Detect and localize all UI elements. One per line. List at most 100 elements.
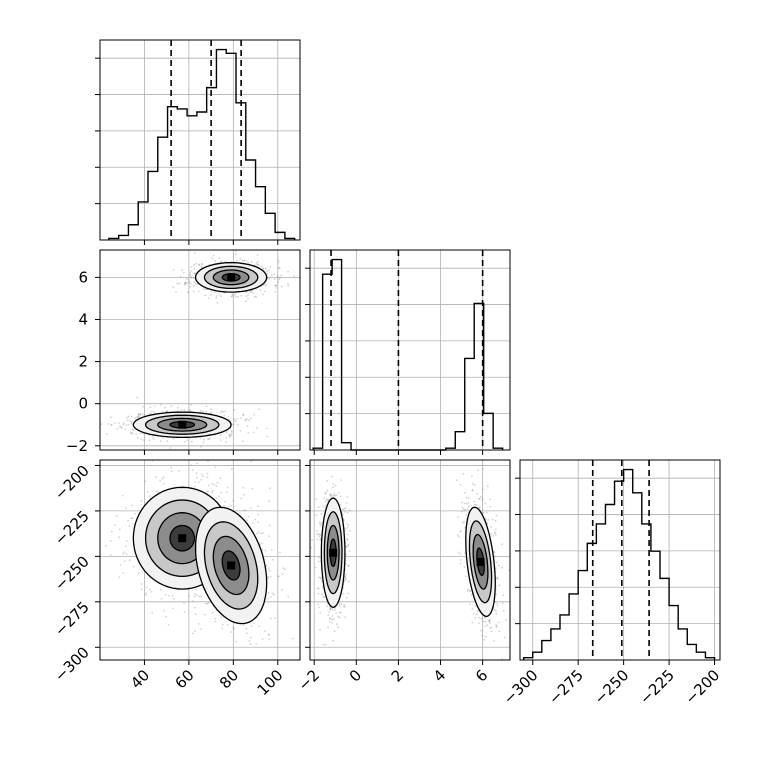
sample-point	[245, 418, 247, 421]
sample-point	[242, 413, 245, 416]
sample-point	[344, 574, 347, 576]
sample-point	[457, 551, 460, 554]
sample-point	[231, 295, 234, 297]
sample-point	[502, 594, 505, 597]
sample-point	[210, 412, 213, 414]
sample-point	[128, 559, 131, 562]
sample-point	[195, 262, 197, 265]
sample-point	[329, 608, 332, 611]
sample-point	[319, 628, 321, 631]
sample-point	[333, 618, 335, 620]
axes-frame	[99, 249, 301, 451]
sample-point	[239, 257, 242, 260]
sample-point	[245, 295, 248, 298]
sample-point	[342, 605, 345, 608]
sample-point	[488, 620, 491, 623]
sample-point	[490, 626, 493, 629]
sample-point	[344, 575, 347, 578]
sample-point	[207, 297, 210, 300]
sample-point	[474, 617, 477, 619]
sample-point	[157, 491, 159, 493]
sample-point	[268, 633, 270, 636]
sample-point	[131, 504, 134, 507]
sample-point	[328, 617, 331, 620]
sample-point	[210, 412, 212, 414]
sample-point	[206, 602, 209, 605]
y-tick-label: −2	[66, 437, 88, 455]
sample-point	[480, 629, 482, 632]
sample-point	[234, 293, 236, 296]
sample-point	[228, 434, 231, 437]
sample-point	[332, 483, 335, 485]
sample-point	[248, 640, 251, 643]
joint-content	[310, 468, 510, 660]
sample-point	[161, 477, 164, 480]
sample-point	[501, 543, 503, 546]
sample-point	[150, 590, 153, 593]
sample-point	[267, 576, 270, 578]
sample-point	[190, 270, 193, 272]
sample-point	[329, 493, 332, 495]
sample-point	[471, 483, 474, 485]
sample-point	[276, 275, 279, 278]
sample-point	[473, 500, 475, 503]
sample-point	[316, 538, 318, 541]
sample-point	[344, 507, 347, 509]
sample-point	[347, 592, 350, 595]
sample-point	[120, 426, 122, 429]
sample-point	[346, 545, 349, 548]
sample-point	[332, 639, 335, 642]
sample-point	[280, 285, 283, 288]
sample-point	[469, 603, 471, 606]
sample-point	[194, 481, 197, 483]
sample-point	[122, 572, 125, 574]
sample-point	[267, 597, 269, 600]
sample-point	[247, 515, 250, 518]
sample-point	[254, 518, 257, 521]
sample-point	[484, 502, 487, 505]
sample-point	[460, 529, 463, 532]
sample-point	[243, 509, 245, 512]
sample-point	[494, 533, 497, 536]
sample-point	[210, 290, 213, 293]
sample-point	[122, 552, 124, 555]
sample-point	[480, 495, 482, 498]
sample-point	[459, 562, 462, 565]
sample-point	[328, 611, 330, 613]
sample-point	[191, 440, 193, 443]
sample-point	[483, 616, 486, 619]
sample-point	[134, 512, 136, 515]
sample-point	[456, 534, 459, 536]
sample-point	[229, 436, 231, 439]
sample-point	[490, 533, 493, 536]
sample-point	[194, 613, 197, 616]
sample-point	[347, 581, 350, 583]
sample-point	[264, 284, 267, 287]
sample-point	[208, 438, 211, 440]
sample-point	[331, 618, 333, 621]
sample-point	[166, 410, 169, 413]
sample-point	[219, 477, 222, 479]
sample-point	[281, 573, 284, 575]
sample-point	[210, 294, 212, 296]
sample-point	[261, 638, 264, 641]
sample-point	[269, 569, 271, 572]
sample-point	[232, 626, 235, 629]
sample-point	[256, 264, 259, 266]
sample-point	[130, 431, 132, 434]
sample-point	[193, 251, 196, 254]
sample-point	[478, 497, 481, 500]
sample-point	[271, 558, 274, 561]
sample-point	[501, 566, 503, 569]
sample-point	[235, 640, 237, 643]
sample-point	[208, 484, 210, 487]
sample-point	[172, 269, 175, 271]
sample-point	[144, 480, 147, 483]
sample-point	[125, 416, 128, 419]
sample-point	[215, 485, 218, 488]
sample-point	[204, 288, 207, 291]
sample-point	[263, 290, 266, 293]
sample-point	[489, 622, 491, 625]
sample-point	[284, 568, 286, 571]
